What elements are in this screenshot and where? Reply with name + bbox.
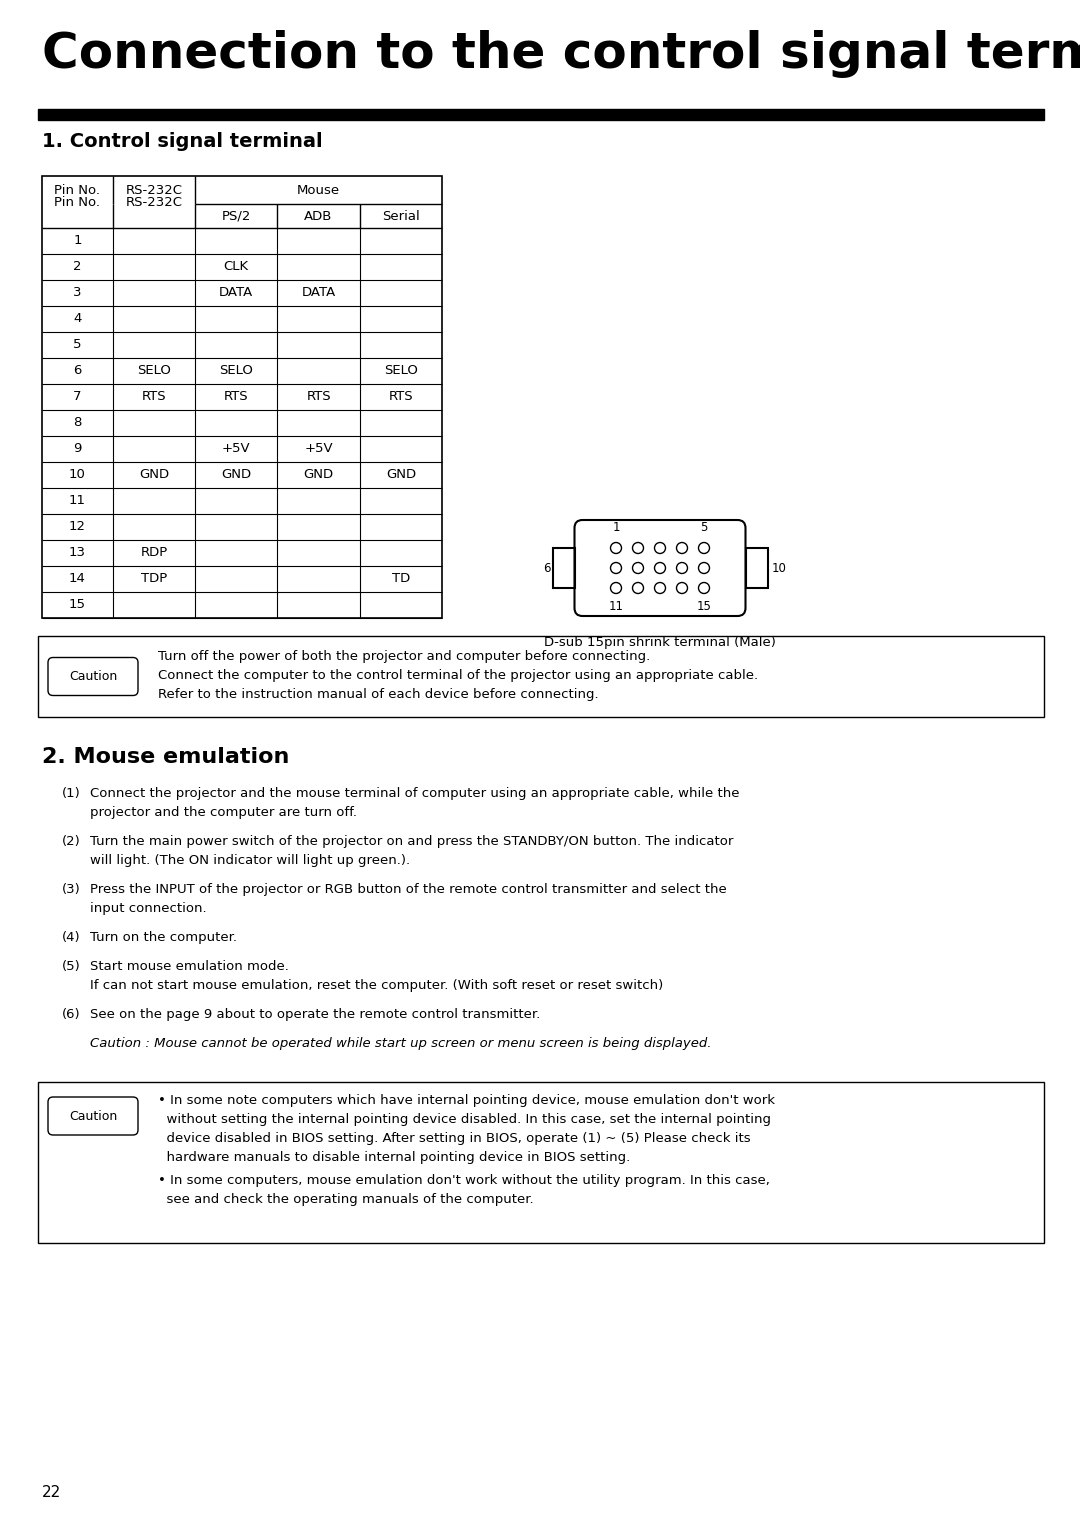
Text: Start mouse emulation mode.: Start mouse emulation mode. <box>90 960 288 973</box>
Text: 7: 7 <box>73 391 82 403</box>
Text: 11: 11 <box>69 495 86 507</box>
Text: RS-232C: RS-232C <box>125 183 183 197</box>
Text: (3): (3) <box>62 883 81 895</box>
Text: Serial: Serial <box>382 209 420 223</box>
Text: hardware manuals to disable internal pointing device in BIOS setting.: hardware manuals to disable internal poi… <box>158 1151 631 1164</box>
Text: • In some note computers which have internal pointing device, mouse emulation do: • In some note computers which have inte… <box>158 1094 775 1106</box>
Text: 4: 4 <box>73 313 82 325</box>
Text: (1): (1) <box>62 787 81 801</box>
Text: Caution : Mouse cannot be operated while start up screen or menu screen is being: Caution : Mouse cannot be operated while… <box>90 1038 712 1050</box>
Text: Turn the main power switch of the projector on and press the STANDBY/ON button. : Turn the main power switch of the projec… <box>90 834 733 848</box>
Text: If can not start mouse emulation, reset the computer. (With soft reset or reset : If can not start mouse emulation, reset … <box>90 979 663 992</box>
Text: SELO: SELO <box>383 365 418 377</box>
Text: 15: 15 <box>69 599 86 611</box>
Text: RTS: RTS <box>224 391 248 403</box>
Text: 3: 3 <box>73 287 82 299</box>
Text: GND: GND <box>139 469 170 481</box>
Text: SELO: SELO <box>219 365 253 377</box>
Text: projector and the computer are turn off.: projector and the computer are turn off. <box>90 805 357 819</box>
Text: Connect the computer to the control terminal of the projector using an appropria: Connect the computer to the control term… <box>158 669 758 681</box>
Text: see and check the operating manuals of the computer.: see and check the operating manuals of t… <box>158 1193 534 1206</box>
Text: 12: 12 <box>69 521 86 533</box>
Text: +5V: +5V <box>222 443 251 455</box>
Text: Pin No.: Pin No. <box>54 183 100 197</box>
Text: DATA: DATA <box>219 287 254 299</box>
Text: 22: 22 <box>42 1485 62 1500</box>
Text: device disabled in BIOS setting. After setting in BIOS, operate (1) ~ (5) Please: device disabled in BIOS setting. After s… <box>158 1132 751 1144</box>
Bar <box>553 549 575 588</box>
Text: 13: 13 <box>69 547 86 559</box>
Text: Caution: Caution <box>69 669 117 683</box>
Text: 2: 2 <box>73 260 82 274</box>
Text: See on the page 9 about to operate the remote control transmitter.: See on the page 9 about to operate the r… <box>90 1008 540 1021</box>
Text: ADB: ADB <box>305 209 333 223</box>
Text: input connection.: input connection. <box>90 902 206 915</box>
Text: (4): (4) <box>62 931 81 944</box>
Text: (6): (6) <box>62 1008 81 1021</box>
Text: +5V: +5V <box>305 443 333 455</box>
Text: TDP: TDP <box>140 573 167 585</box>
Text: Mouse: Mouse <box>297 183 340 197</box>
Text: GND: GND <box>303 469 334 481</box>
Text: RTS: RTS <box>307 391 330 403</box>
Text: 10: 10 <box>771 561 786 575</box>
Bar <box>38 108 1044 121</box>
Text: 11: 11 <box>608 601 623 613</box>
Text: Turn on the computer.: Turn on the computer. <box>90 931 237 944</box>
Text: Connection to the control signal terminal: Connection to the control signal termina… <box>42 31 1080 78</box>
Text: 5: 5 <box>73 339 82 351</box>
Text: will light. (The ON indicator will light up green.).: will light. (The ON indicator will light… <box>90 854 410 866</box>
Text: 1. Control signal terminal: 1. Control signal terminal <box>42 131 323 151</box>
Text: 9: 9 <box>73 443 82 455</box>
Text: without setting the internal pointing device disabled. In this case, set the int: without setting the internal pointing de… <box>158 1112 771 1126</box>
Text: D-sub 15pin shrink terminal (Male): D-sub 15pin shrink terminal (Male) <box>544 636 775 649</box>
Text: Press the INPUT of the projector or RGB button of the remote control transmitter: Press the INPUT of the projector or RGB … <box>90 883 727 895</box>
Text: • In some computers, mouse emulation don't work without the utility program. In : • In some computers, mouse emulation don… <box>158 1174 770 1187</box>
Text: 14: 14 <box>69 573 86 585</box>
Text: Connect the projector and the mouse terminal of computer using an appropriate ca: Connect the projector and the mouse term… <box>90 787 740 801</box>
Text: 1: 1 <box>73 234 82 248</box>
Bar <box>745 549 768 588</box>
Text: RS-232C: RS-232C <box>125 196 183 208</box>
Text: TD: TD <box>392 573 410 585</box>
Text: 15: 15 <box>697 601 712 613</box>
Text: RTS: RTS <box>389 391 414 403</box>
Text: PS/2: PS/2 <box>221 209 251 223</box>
Text: RDP: RDP <box>140 547 167 559</box>
Text: Refer to the instruction manual of each device before connecting.: Refer to the instruction manual of each … <box>158 688 598 701</box>
Text: (5): (5) <box>62 960 81 973</box>
Text: 5: 5 <box>700 521 707 533</box>
Text: 6: 6 <box>543 561 551 575</box>
Bar <box>38 1082 1044 1242</box>
Text: Caution: Caution <box>69 1109 117 1123</box>
Text: Pin No.: Pin No. <box>54 196 100 208</box>
Text: RTS: RTS <box>141 391 166 403</box>
Text: DATA: DATA <box>301 287 336 299</box>
Text: GND: GND <box>386 469 416 481</box>
Text: GND: GND <box>221 469 252 481</box>
Text: SELO: SELO <box>137 365 171 377</box>
Text: 8: 8 <box>73 417 82 429</box>
Text: 6: 6 <box>73 365 82 377</box>
Text: 1: 1 <box>612 521 620 533</box>
Text: (2): (2) <box>62 834 81 848</box>
Text: 10: 10 <box>69 469 86 481</box>
Bar <box>38 636 1044 717</box>
Text: CLK: CLK <box>224 260 248 274</box>
Text: 2. Mouse emulation: 2. Mouse emulation <box>42 747 289 767</box>
Bar <box>42 176 442 617</box>
Text: Turn off the power of both the projector and computer before connecting.: Turn off the power of both the projector… <box>158 649 650 663</box>
